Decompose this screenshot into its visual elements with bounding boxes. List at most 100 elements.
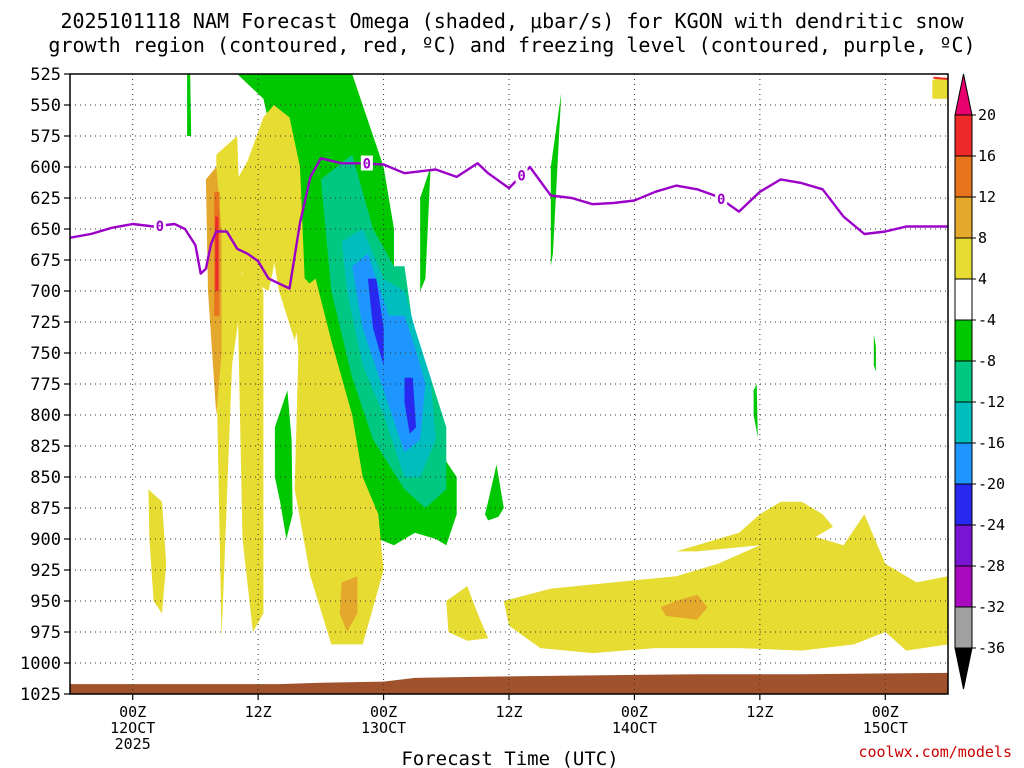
y-tick-label-1: 550 (30, 96, 61, 116)
y-tick-label-11: 800 (30, 406, 61, 426)
y-tick-label-7: 700 (30, 282, 61, 302)
axes: 525 550 575 600 625 650 675 700 725 750 775 800 825 8… (20, 65, 949, 753)
y-tick-label-10: 775 (30, 375, 61, 395)
surface-ground-layer (70, 672, 948, 694)
omega-region-16 (237, 266, 264, 632)
y-tick-label-17: 950 (30, 592, 61, 612)
omega-region-24 (932, 77, 948, 99)
omega-region-7 (753, 384, 758, 438)
y-tick-label-20: 1025 (20, 685, 61, 705)
colorbar-bin-5 (954, 278, 973, 321)
omega-region-8 (873, 334, 876, 372)
omega-region-23 (676, 501, 833, 552)
omega-region-5 (550, 92, 562, 267)
x-tick-label-4-1: 00Z (621, 703, 648, 721)
omega-region-13 (404, 377, 416, 434)
omega-region-0 (187, 74, 192, 136)
gridlines (70, 73, 948, 695)
y-tick-label-6: 675 (30, 251, 61, 271)
omega-region-19 (294, 278, 384, 645)
freezing-label-bg-3 (715, 190, 728, 206)
omega-region-26 (339, 576, 358, 632)
x-tick-label-5-1: 12Z (746, 703, 773, 721)
freezing-level-label-0: 0 (156, 219, 164, 235)
omega-region-29 (215, 216, 219, 291)
x-tick-label-0-2: 12OCT (110, 719, 155, 737)
dgz-contour (933, 76, 948, 80)
omega-region-6 (485, 464, 504, 521)
colorbar-bin-6 (954, 319, 973, 362)
colorbar-label-12: -32 (978, 598, 1005, 616)
colorbar-bin-2 (954, 155, 973, 198)
colorbar-bin-14 (954, 647, 973, 690)
x-tick-label-2-1: 00Z (370, 703, 397, 721)
y-tick-label-19: 1000 (20, 654, 61, 674)
colorbar-label-9: -20 (978, 475, 1005, 493)
x-tick-label-6-1: 00Z (872, 703, 899, 721)
y-tick-label-9: 750 (30, 344, 61, 364)
colorbar-bin-13 (954, 606, 973, 649)
chart-title-line-2: growth region (contoured, red, ºC) and f… (48, 33, 976, 57)
colorbar: 20 16 12 8 4 -4 -8 -12 -16 -20 -24 -28 -32 -36 (954, 73, 1005, 690)
colorbar-label-1: 16 (978, 147, 996, 165)
chart-title-line-1: 2025101118 NAM Forecast Omega (shaded, μ… (60, 9, 964, 33)
colorbar-label-4: 4 (978, 270, 987, 288)
colorbar-label-10: -24 (978, 516, 1005, 534)
colorbar-label-5: -4 (978, 311, 996, 329)
colorbar-label-11: -28 (978, 557, 1005, 575)
omega-region-4 (274, 390, 293, 539)
x-tick-label-4-2: 14OCT (612, 719, 657, 737)
colorbar-label-7: -12 (978, 393, 1005, 411)
surface-terrain (70, 672, 948, 694)
omega-region-21 (446, 586, 489, 641)
omega-region-20 (148, 489, 167, 614)
colorbar-bin-0 (954, 73, 973, 116)
x-tick-label-0-3: 2025 (115, 735, 151, 753)
colorbar-bin-9 (954, 442, 973, 485)
freezing-label-bg-1 (360, 155, 373, 171)
colorbar-label-2: 12 (978, 188, 996, 206)
x-tick-label-6-2: 15OCT (863, 719, 908, 737)
colorbar-bin-3 (954, 196, 973, 239)
y-tick-label-8: 725 (30, 313, 61, 333)
freezing-level-layer: 0 0 0 0 (70, 76, 948, 290)
colorbar-bin-12 (954, 565, 973, 608)
colorbar-bin-10 (954, 483, 973, 526)
x-tick-label-2-2: 13OCT (361, 719, 406, 737)
freezing-level-label-2: 0 (517, 168, 525, 184)
y-tick-label-18: 975 (30, 623, 61, 643)
colorbar-bin-11 (954, 524, 973, 567)
x-tick-label-1-1: 12Z (245, 703, 272, 721)
omega-shading-layer (148, 74, 948, 654)
omega-region-17 (263, 105, 306, 341)
y-tick-label-0: 525 (30, 65, 61, 85)
colorbar-label-13: -36 (978, 639, 1005, 657)
colorbar-label-3: 8 (978, 229, 987, 247)
freezing-level-line (70, 157, 948, 290)
y-tick-label-4: 625 (30, 189, 61, 209)
freezing-label-bg-2 (515, 167, 528, 183)
colorbar-bin-7 (954, 360, 973, 403)
y-tick-label-15: 900 (30, 530, 61, 550)
x-tick-label-3-1: 12Z (495, 703, 522, 721)
y-tick-label-3: 600 (30, 158, 61, 178)
freezing-level-label-1: 0 (363, 157, 371, 173)
y-tick-label-2: 575 (30, 127, 61, 147)
freezing-level-label-3: 0 (717, 192, 725, 208)
y-tick-label-13: 850 (30, 468, 61, 488)
freezing-label-bg-0 (153, 217, 166, 233)
y-tick-label-16: 925 (30, 561, 61, 581)
source-credit: coolwx.com/models (858, 743, 1012, 761)
colorbar-label-8: -16 (978, 434, 1005, 452)
colorbar-bin-1 (954, 114, 973, 157)
x-axis-title: Forecast Time (UTC) (401, 748, 618, 768)
colorbar-bin-4 (954, 237, 973, 280)
x-tick-label-0-1: 00Z (119, 703, 146, 721)
y-tick-label-14: 875 (30, 499, 61, 519)
y-tick-label-12: 825 (30, 437, 61, 457)
colorbar-label-6: -8 (978, 352, 996, 370)
colorbar-label-0: 20 (978, 106, 996, 124)
omega-region-22 (503, 514, 948, 654)
colorbar-bin-8 (954, 401, 973, 444)
